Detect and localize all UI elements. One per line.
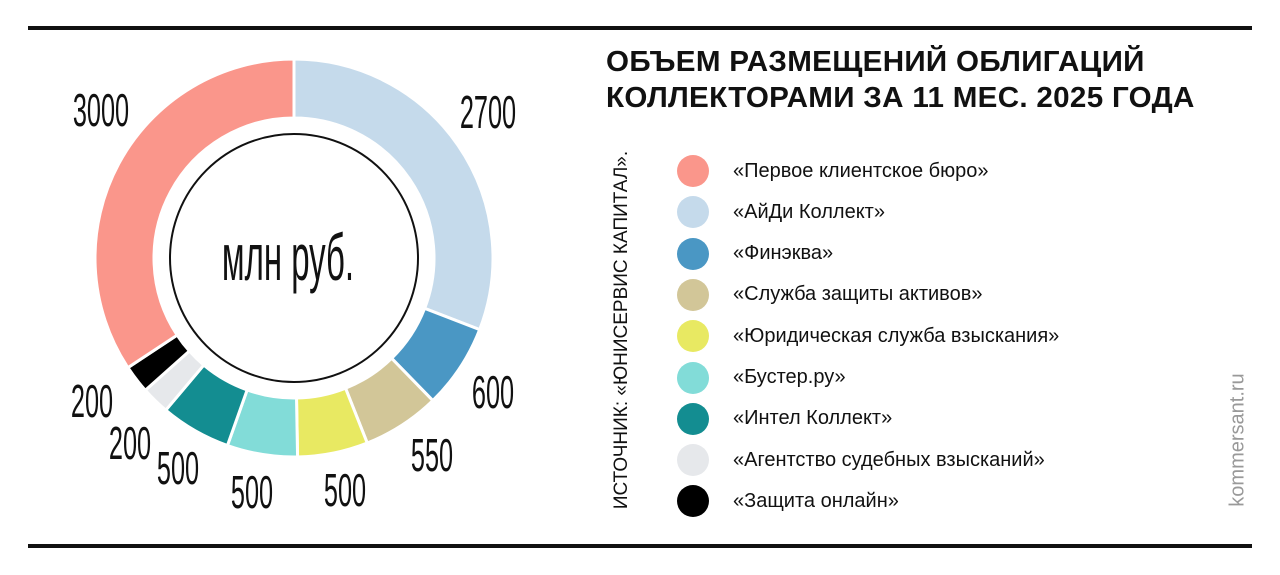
data-label: 500 bbox=[231, 466, 273, 518]
data-label: 500 bbox=[157, 442, 199, 494]
legend-label: «Служба защиты активов» bbox=[733, 283, 983, 306]
legend-label: «Первое клиентское бюро» bbox=[733, 159, 989, 182]
data-label: 200 bbox=[71, 375, 113, 427]
legend-item: «Защита онлайн» bbox=[677, 484, 899, 518]
legend-item: «Интел Коллект» bbox=[677, 402, 892, 436]
bottom-rule bbox=[28, 544, 1252, 548]
source-note: ИСТОЧНИК: «ЮНИСЕРВИС КАПИТАЛ». bbox=[611, 150, 632, 510]
legend-swatch bbox=[677, 155, 709, 187]
legend-item: «Агентство судебных взысканий» bbox=[677, 443, 1045, 477]
legend-item: «Финэква» bbox=[677, 237, 833, 271]
title-line-1: ОБЪЕМ РАЗМЕЩЕНИЙ ОБЛИГАЦИЙ bbox=[606, 46, 1145, 78]
donut-slice bbox=[292, 57, 495, 332]
data-label: 200 bbox=[109, 417, 151, 469]
legend-item: «Первое клиентское бюро» bbox=[677, 154, 988, 188]
data-label: 550 bbox=[411, 429, 453, 481]
legend-swatch bbox=[677, 402, 709, 435]
legend-swatch bbox=[677, 361, 709, 394]
center-label: млн руб. bbox=[222, 222, 354, 295]
legend-label: «Агентство судебных взысканий» bbox=[733, 448, 1045, 471]
legend-label: «Бустер.ру» bbox=[733, 366, 846, 388]
legend-item: «Служба защиты активов» bbox=[677, 278, 982, 312]
donut-slice bbox=[93, 57, 296, 370]
legend-swatch bbox=[677, 444, 709, 477]
legend-item: «АйДи Коллект» bbox=[677, 195, 885, 229]
legend-label: «АйДи Коллект» bbox=[733, 200, 885, 223]
data-label: 2700 bbox=[460, 86, 516, 138]
legend-label: «Финэква» bbox=[733, 242, 834, 265]
brand-watermark: kommersant.ru bbox=[1226, 373, 1249, 507]
legend-swatch bbox=[677, 485, 709, 518]
top-rule bbox=[28, 26, 1252, 30]
data-label: 3000 bbox=[73, 84, 129, 136]
legend-item: «Юридическая служба взыскания» bbox=[677, 319, 1059, 353]
legend-swatch bbox=[677, 278, 709, 311]
legend-swatch bbox=[677, 196, 709, 229]
legend-label: «Юридическая служба взыскания» bbox=[733, 324, 1060, 347]
legend-swatch bbox=[677, 320, 709, 353]
data-label: 600 bbox=[472, 366, 514, 418]
center-circle bbox=[169, 133, 419, 383]
title-line-2: КОЛЛЕКТОРАМИ ЗА 11 МЕС. 2025 ГОДА bbox=[606, 82, 1195, 114]
chart-title: ОБЪЕМ РАЗМЕЩЕНИЙ ОБЛИГАЦИЙ КОЛЛЕКТОРАМИ … bbox=[606, 44, 1195, 116]
legend-label: «Защита онлайн» bbox=[733, 489, 899, 512]
legend-label: «Интел Коллект» bbox=[733, 407, 893, 430]
data-label: 500 bbox=[324, 464, 366, 516]
legend-swatch bbox=[677, 237, 709, 270]
legend-item: «Бустер.ру» bbox=[677, 361, 846, 395]
